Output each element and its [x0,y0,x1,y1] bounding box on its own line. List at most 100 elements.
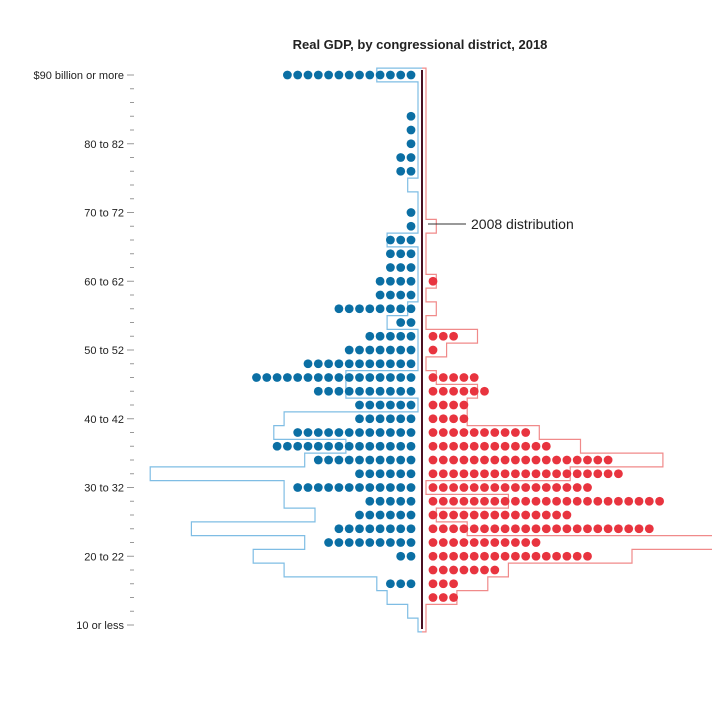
y-tick-label: 20 to 22 [84,551,124,563]
republican-district-dot [480,441,489,451]
democratic-district-dot [396,263,406,272]
republican-district-dot [480,510,489,520]
republican-district-dot [562,483,572,492]
democratic-district-dot [406,235,416,245]
democratic-district-dot [396,428,406,437]
republican-district-dot [469,565,479,575]
democratic-district-dot [406,386,416,396]
democratic-district-dot [386,469,395,479]
democratic-district-dot [344,359,354,369]
republican-district-dot [490,510,500,520]
democratic-district-dot [283,373,292,382]
democratic-district-dot [375,359,385,369]
democratic-district-dot [406,304,416,314]
democratic-district-dot [313,483,323,492]
republican-district-dot [449,373,458,382]
democratic-district-dot [396,414,406,424]
y-tick-label: 80 to 82 [84,139,124,151]
democratic-district-dot [406,276,416,286]
republican-district-dot [511,524,520,534]
republican-district-dot [428,469,438,479]
republican-district-dot [500,510,510,520]
democratic-district-dot [313,373,323,382]
democratic-district-dot [313,386,323,396]
democratic-district-dot [375,496,385,506]
democratic-district-dot [272,373,282,382]
republican-district-dot [562,510,572,520]
republican-district-dot [583,469,592,479]
republican-district-dot [541,441,551,451]
democratic-district-dot [355,455,364,465]
y-tick-label: 50 to 52 [84,345,124,357]
democratic-district-dot [334,483,344,492]
democratic-district-dot [386,304,395,314]
democratic-district-dot [344,538,354,547]
republican-district-dot [469,524,479,534]
democratic-district-dot [375,510,385,520]
annotation-label: 2008 distribution [471,216,574,232]
republican-district-dot [459,510,469,520]
democratic-district-dot [406,139,416,149]
republican-district-dot [624,524,634,534]
democratic-district-dot [386,455,395,465]
republican-district-dot [449,510,458,520]
republican-district-dot [552,483,561,492]
republican-district-dot [572,469,582,479]
republican-district-dot [449,579,458,589]
republican-district-dot [552,524,561,534]
democratic-district-dot [365,441,375,451]
democratic-district-dot [324,428,333,437]
republican-district-dot [562,496,572,506]
democratic-district-dot [396,469,406,479]
republican-district-dot [541,496,551,506]
republican-district-dot [459,538,469,547]
democratic-district-dot [293,70,303,80]
democratic-district-dot [334,359,344,369]
republican-district-dot [428,414,438,424]
republican-district-dot [593,496,603,506]
democratic-district-dot [396,345,406,355]
republican-district-dot [614,496,623,506]
democratic-district-dot [396,235,406,245]
democratic-district-dot [396,551,406,561]
democratic-district-dot [313,70,323,80]
republican-district-dot [459,524,469,534]
republican-district-dot [438,565,448,575]
democratic-district-dot [344,345,354,355]
republican-district-dot [469,551,479,561]
democratic-district-dot [365,428,375,437]
republican-district-dot [593,455,603,465]
republican-district-dot [552,455,561,465]
y-tick-label: 10 or less [76,620,124,632]
democratic-district-dot [406,70,416,80]
republican-district-dot [480,469,489,479]
democratic-district-dot [303,359,313,369]
republican-district-dot [490,538,500,547]
outline-2008-layer [149,67,712,633]
republican-district-dot [428,579,438,589]
republican-district-dot [459,400,469,410]
republican-district-dot [428,373,438,382]
republican-district-dot [583,524,592,534]
democratic-district-dot [334,441,344,451]
republican-district-dot [634,496,644,506]
republican-district-dot [449,538,458,547]
democratic-district-dot [324,373,333,382]
republican-district-dot [603,469,613,479]
republican-district-dot [603,524,613,534]
democratic-district-dot [365,510,375,520]
democratic-district-dot [344,524,354,534]
democratic-district-dot [365,345,375,355]
republican-district-dot [583,483,592,492]
democratic-district-dot [365,414,375,424]
democratic-district-dot [406,359,416,369]
republican-district-dot [490,524,500,534]
democratic-district-dot [293,441,303,451]
democratic-district-dot [386,524,395,534]
democratic-district-dot [293,373,303,382]
democratic-district-dot [365,359,375,369]
republican-district-dot [552,469,561,479]
republican-district-dot [459,551,469,561]
democratic-district-dot [355,469,364,479]
republican-district-dot [511,510,520,520]
